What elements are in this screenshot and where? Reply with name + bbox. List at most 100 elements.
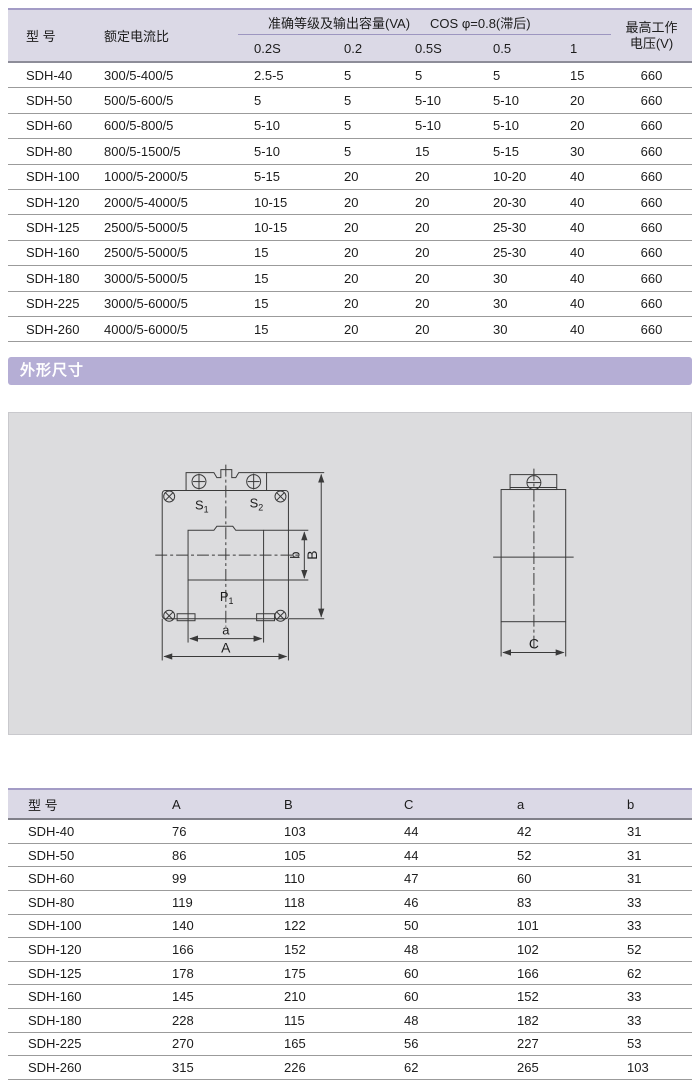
header-group-row: 准确等级及输出容量(VA) COS φ=0.8(滞后) bbox=[238, 10, 611, 36]
spec-table-body: SDH-40 300/5-400/5 2.5-5 5 5 5 15 660 SDH-50 500/… bbox=[8, 63, 692, 343]
capacity-cell: 20 bbox=[415, 296, 430, 312]
dimension-table-row: SDH-160 145 210 60 152 33 bbox=[8, 985, 692, 1010]
capacity-cell: 20 bbox=[344, 194, 359, 210]
dimension-table-row: SDH-100 140 122 50 101 33 bbox=[8, 915, 692, 939]
voltage-cell: 660 bbox=[640, 194, 663, 210]
dimension-cell: 103 bbox=[284, 824, 306, 840]
capacity-cell: 20 bbox=[415, 321, 430, 337]
dimension-cell: 119 bbox=[172, 894, 193, 910]
spec-table: 型 号 额定电流比 准确等级及输出容量(VA) COS φ=0.8(滞后) 0.… bbox=[8, 8, 692, 343]
voltage-cell: 660 bbox=[640, 169, 663, 185]
dimension-table-body: SDH-40 76 103 44 42 31 SDH-50 86 105 44 52 31 SDH-60… bbox=[8, 820, 692, 1080]
dimension-cell: 48 bbox=[404, 1012, 419, 1028]
model-cell: SDH-50 bbox=[28, 847, 75, 863]
ratio-cell: 600/5-800/5 bbox=[104, 118, 174, 134]
dimension-cell: 178 bbox=[172, 965, 194, 981]
capacity-cell: 30 bbox=[570, 143, 585, 159]
mounting-slot bbox=[176, 613, 196, 622]
spec-table-row: SDH-100 1000/5-2000/5 5-15 20 20 10-20 40 660 bbox=[8, 165, 692, 190]
spec-table-row: SDH-60 600/5-800/5 5-10 5 5-10 5-10 20 660 bbox=[8, 114, 692, 140]
dimension-table-row: SDH-60 99 110 47 60 31 bbox=[8, 867, 692, 892]
capacity-cell: 5 bbox=[344, 67, 352, 83]
dimension-cell: 50 bbox=[404, 918, 419, 934]
dimension-cell: 76 bbox=[172, 824, 187, 840]
model-cell: SDH-80 bbox=[28, 894, 75, 910]
voltage-cell: 660 bbox=[640, 296, 663, 312]
header-middle-group: 准确等级及输出容量(VA) COS φ=0.8(滞后) 0.2S 0.2 0.5… bbox=[238, 10, 611, 61]
dimension-cell: 31 bbox=[627, 847, 642, 863]
dimension-cell: 99 bbox=[172, 871, 187, 887]
dimension-cell: 60 bbox=[517, 871, 532, 887]
dimension-cell: 31 bbox=[627, 824, 642, 840]
spec-table-row: SDH-260 4000/5-6000/5 15 20 20 30 40 660 bbox=[8, 317, 692, 343]
capacity-cell: 10-15 bbox=[254, 220, 288, 236]
dimension-cell: 166 bbox=[517, 965, 539, 981]
capacity-cell: 5 bbox=[493, 67, 501, 83]
dimension-cell: 86 bbox=[172, 847, 187, 863]
spec-table-row: SDH-225 3000/5-6000/5 15 20 20 30 40 660 bbox=[8, 292, 692, 317]
dimension-cell: 270 bbox=[172, 1036, 194, 1052]
model-cell: SDH-225 bbox=[28, 1036, 82, 1052]
capacity-cell: 5 bbox=[344, 93, 352, 109]
capacity-cell: 25-30 bbox=[493, 245, 527, 261]
capacity-cell: 10-15 bbox=[254, 194, 288, 210]
model-cell: SDH-260 bbox=[26, 321, 80, 337]
capacity-cell: 5-10 bbox=[493, 118, 520, 134]
model-cell: SDH-100 bbox=[26, 169, 80, 185]
section-banner: 外形尺寸 bbox=[8, 357, 692, 386]
model-cell: SDH-120 bbox=[26, 194, 80, 210]
model-cell: SDH-40 bbox=[26, 67, 73, 83]
side-view bbox=[493, 468, 574, 657]
dimension-cell: 228 bbox=[172, 1012, 194, 1028]
dimension-cell: 115 bbox=[284, 1012, 305, 1028]
dimension-cell: 33 bbox=[627, 989, 642, 1005]
model-cell: SDH-160 bbox=[26, 245, 80, 261]
capacity-cell: 15 bbox=[415, 143, 430, 159]
dimension-cell: 44 bbox=[404, 824, 419, 840]
capacity-cell: 20 bbox=[415, 194, 430, 210]
voltage-cell: 660 bbox=[640, 143, 663, 159]
dimension-cell: 56 bbox=[404, 1036, 419, 1052]
capacity-cell: 20 bbox=[415, 245, 430, 261]
side-body bbox=[500, 489, 567, 623]
capacity-cell: 20 bbox=[570, 93, 585, 109]
mounting-holes bbox=[163, 490, 287, 622]
capacity-cell: 15 bbox=[254, 296, 269, 312]
dimension-cell: 140 bbox=[172, 918, 194, 934]
dimension-cell: 62 bbox=[627, 965, 642, 981]
capacity-cell: 30 bbox=[493, 296, 508, 312]
dimension-table: 型 号 A B C a b SDH-40 76 103 44 42 31 SDH-50 86 1… bbox=[8, 788, 692, 1080]
dimension-cell: 182 bbox=[517, 1012, 539, 1028]
voltage-cell: 660 bbox=[640, 321, 663, 337]
capacity-cell: 25-30 bbox=[493, 220, 527, 236]
spec-table-row: SDH-160 2500/5-5000/5 15 20 20 25-30 40 660 bbox=[8, 241, 692, 267]
dim-label-b: b bbox=[287, 552, 302, 559]
capacity-cell: 5 bbox=[415, 67, 423, 83]
capacity-cell: 5-15 bbox=[493, 143, 520, 159]
dim-label-B: B bbox=[304, 551, 320, 560]
model-cell: SDH-160 bbox=[28, 989, 82, 1005]
dimension-cell: 210 bbox=[284, 989, 306, 1005]
dimension-cell: 62 bbox=[404, 1060, 419, 1076]
dimension-cell: 145 bbox=[172, 989, 194, 1005]
capacity-cell: 20 bbox=[570, 118, 585, 134]
capacity-cell: 5-10 bbox=[254, 143, 281, 159]
spec-table-row: SDH-80 800/5-1500/5 5-10 5 15 5-15 30 660 bbox=[8, 139, 692, 165]
dimension-cell: 152 bbox=[284, 942, 306, 958]
capacity-cell: 5 bbox=[344, 118, 352, 134]
dim-header-model: 型 号 bbox=[28, 797, 58, 813]
capacity-cell: 20 bbox=[344, 245, 359, 261]
voltage-cell: 660 bbox=[640, 67, 663, 83]
transformer-body bbox=[161, 490, 289, 620]
terminal-s1-label: S1 bbox=[195, 498, 209, 515]
model-cell: SDH-225 bbox=[26, 296, 80, 312]
subheader-05: 0.5 bbox=[493, 40, 512, 56]
capacity-cell: 15 bbox=[570, 67, 585, 83]
header-ratio: 额定电流比 bbox=[104, 29, 170, 44]
terminal-block bbox=[185, 469, 268, 491]
capacity-cell: 20 bbox=[344, 296, 359, 312]
capacity-cell: 40 bbox=[570, 270, 585, 286]
spec-table-row: SDH-50 500/5-600/5 5 5 5-10 5-10 20 660 bbox=[8, 88, 692, 114]
dimension-cell: 33 bbox=[627, 1012, 642, 1028]
capacity-cell: 2.5-5 bbox=[254, 67, 284, 83]
